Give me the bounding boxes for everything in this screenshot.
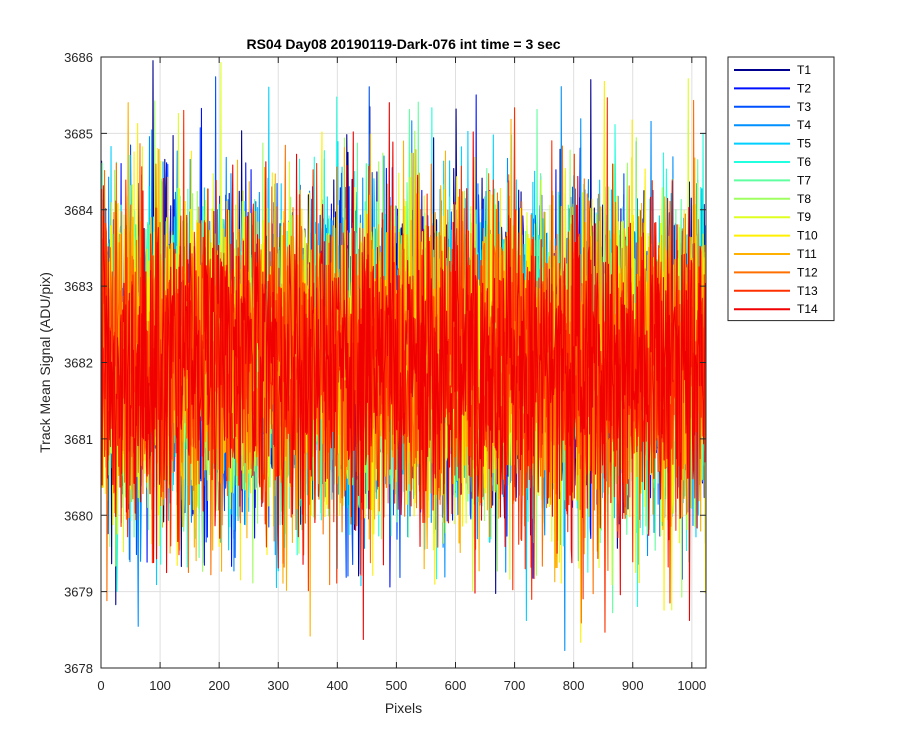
legend-entry: T6 (734, 155, 811, 169)
legend-entry: T14 (734, 302, 818, 316)
legend-label: T11 (797, 247, 817, 261)
legend-label: T1 (797, 63, 811, 77)
legend-entry: T10 (734, 229, 818, 243)
y-tick-label: 3681 (64, 432, 93, 447)
legend-label: T14 (797, 302, 818, 316)
legend-label: T10 (797, 229, 818, 243)
y-tick-label: 3680 (64, 508, 93, 523)
legend-label: T7 (797, 173, 811, 187)
legend-box (727, 56, 835, 322)
axis-ticks (100, 56, 706, 669)
x-axis-label: Pixels (385, 700, 422, 716)
series-line-t14 (101, 102, 706, 641)
legend: T1 T2 T3 T4 T5 T6 T7 T8 T9 T10 T11 T12 T13 T14 (727, 56, 835, 322)
x-tick-label: 100 (149, 678, 171, 693)
legend-label: T13 (797, 284, 818, 298)
series-layer (101, 60, 706, 652)
legend-entry: T4 (734, 118, 811, 132)
legend-entry: T13 (734, 284, 818, 298)
x-tick-label: 800 (563, 678, 585, 693)
legend-entry: T7 (734, 173, 811, 187)
y-tick-label: 3684 (64, 203, 93, 218)
legend-entry: T11 (734, 247, 817, 261)
y-tick-label: 3682 (64, 356, 93, 371)
legend-entry: T8 (734, 192, 811, 206)
tick-labels: 0 100 200 300 400 500 600 700 800 900 1000 3678 3679… (64, 50, 706, 693)
legend-entry: T1 (734, 63, 811, 77)
y-tick-label: 3678 (64, 661, 93, 676)
x-tick-label: 300 (267, 678, 289, 693)
legend-label: T2 (797, 81, 811, 95)
y-axis-label: Track Mean Signal (ADU/pix) (37, 272, 53, 453)
x-tick-label: 500 (386, 678, 408, 693)
y-tick-label: 3685 (64, 126, 93, 141)
legend-entry: T9 (734, 210, 811, 224)
legend-label: T3 (797, 100, 811, 114)
legend-label: T5 (797, 137, 811, 151)
x-tick-label: 200 (208, 678, 230, 693)
x-tick-label: 1000 (677, 678, 706, 693)
x-tick-label: 900 (622, 678, 644, 693)
x-tick-label: 600 (445, 678, 467, 693)
y-tick-label: 3686 (64, 50, 93, 65)
legend-entry: T12 (734, 265, 818, 279)
legend-label: T8 (797, 192, 811, 206)
legend-label: T4 (797, 118, 811, 132)
y-tick-label: 3679 (64, 585, 93, 600)
x-tick-label: 400 (326, 678, 348, 693)
legend-label: T6 (797, 155, 811, 169)
x-tick-label: 0 (97, 678, 104, 693)
chart-title: RS04 Day08 20190119-Dark-076 int time = … (246, 36, 560, 52)
legend-entry: T3 (734, 100, 811, 114)
legend-entry: T5 (734, 137, 811, 151)
x-tick-label: 700 (504, 678, 526, 693)
legend-label: T12 (797, 265, 818, 279)
legend-label: T9 (797, 210, 811, 224)
y-tick-label: 3683 (64, 279, 93, 294)
legend-entry: T2 (734, 81, 811, 95)
